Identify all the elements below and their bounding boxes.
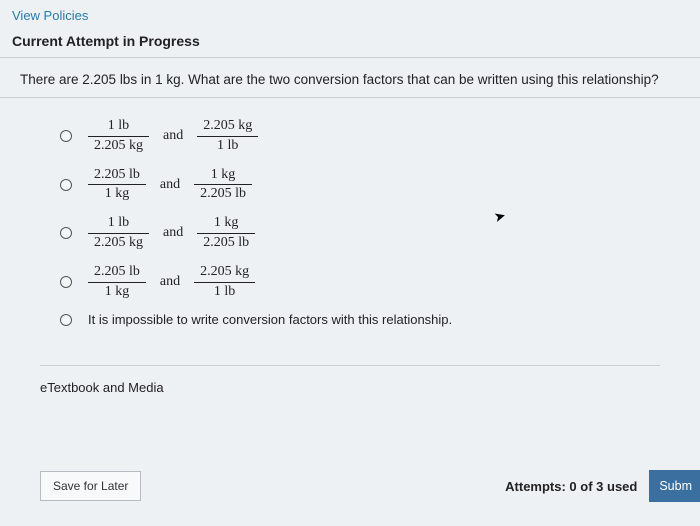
fraction-numerator: 1 lb [88,215,149,234]
and-label: and [163,225,183,241]
fraction-numerator: 2.205 kg [197,118,258,137]
and-label: and [160,274,180,290]
radio-option-1[interactable] [60,130,72,142]
fraction-numerator: 2.205 lb [88,264,146,283]
and-label: and [160,177,180,193]
attempts-label: Attempts: 0 of 3 used [505,479,637,494]
etextbook-link[interactable]: eTextbook and Media [0,366,700,405]
fraction: 1 kg 2.205 lb [194,167,252,204]
option-text: It is impossible to write conversion fac… [88,312,452,327]
fraction-denominator: 1 kg [88,283,146,301]
attempt-header: Current Attempt in Progress [0,29,700,58]
fraction-denominator: 2.205 kg [88,234,149,252]
submit-button[interactable]: Subm [649,470,700,502]
radio-option-3[interactable] [60,227,72,239]
and-label: and [163,128,183,144]
fraction-denominator: 1 lb [197,137,258,155]
radio-option-5[interactable] [60,314,72,326]
radio-option-4[interactable] [60,276,72,288]
radio-option-2[interactable] [60,179,72,191]
fraction: 1 kg 2.205 lb [197,215,255,252]
footer: Save for Later Attempts: 0 of 3 used Sub… [0,464,700,512]
save-for-later-button[interactable]: Save for Later [40,471,141,501]
fraction-denominator: 1 lb [194,283,255,301]
fraction-denominator: 2.205 lb [197,234,255,252]
option-row: 2.205 lb 1 kg and 2.205 kg 1 lb [60,264,660,301]
option-row: It is impossible to write conversion fac… [60,312,660,327]
fraction-numerator: 1 lb [88,118,149,137]
fraction: 2.205 lb 1 kg [88,264,146,301]
fraction-numerator: 2.205 kg [194,264,255,283]
question-text: There are 2.205 lbs in 1 kg. What are th… [0,58,700,98]
fraction-numerator: 1 kg [197,215,255,234]
option-row: 2.205 lb 1 kg and 1 kg 2.205 lb [60,167,660,204]
fraction: 2.205 lb 1 kg [88,167,146,204]
fraction-denominator: 1 kg [88,185,146,203]
fraction-denominator: 2.205 kg [88,137,149,155]
page-container: View Policies Current Attempt in Progres… [0,0,700,526]
option-row: 1 lb 2.205 kg and 1 kg 2.205 lb [60,215,660,252]
fraction-numerator: 1 kg [194,167,252,186]
fraction-denominator: 2.205 lb [194,185,252,203]
options-group: 1 lb 2.205 kg and 2.205 kg 1 lb 2.205 lb… [0,98,700,349]
fraction-numerator: 2.205 lb [88,167,146,186]
option-row: 1 lb 2.205 kg and 2.205 kg 1 lb [60,118,660,155]
fraction: 1 lb 2.205 kg [88,118,149,155]
view-policies-link[interactable]: View Policies [0,0,700,29]
fraction: 2.205 kg 1 lb [194,264,255,301]
fraction: 2.205 kg 1 lb [197,118,258,155]
fraction: 1 lb 2.205 kg [88,215,149,252]
